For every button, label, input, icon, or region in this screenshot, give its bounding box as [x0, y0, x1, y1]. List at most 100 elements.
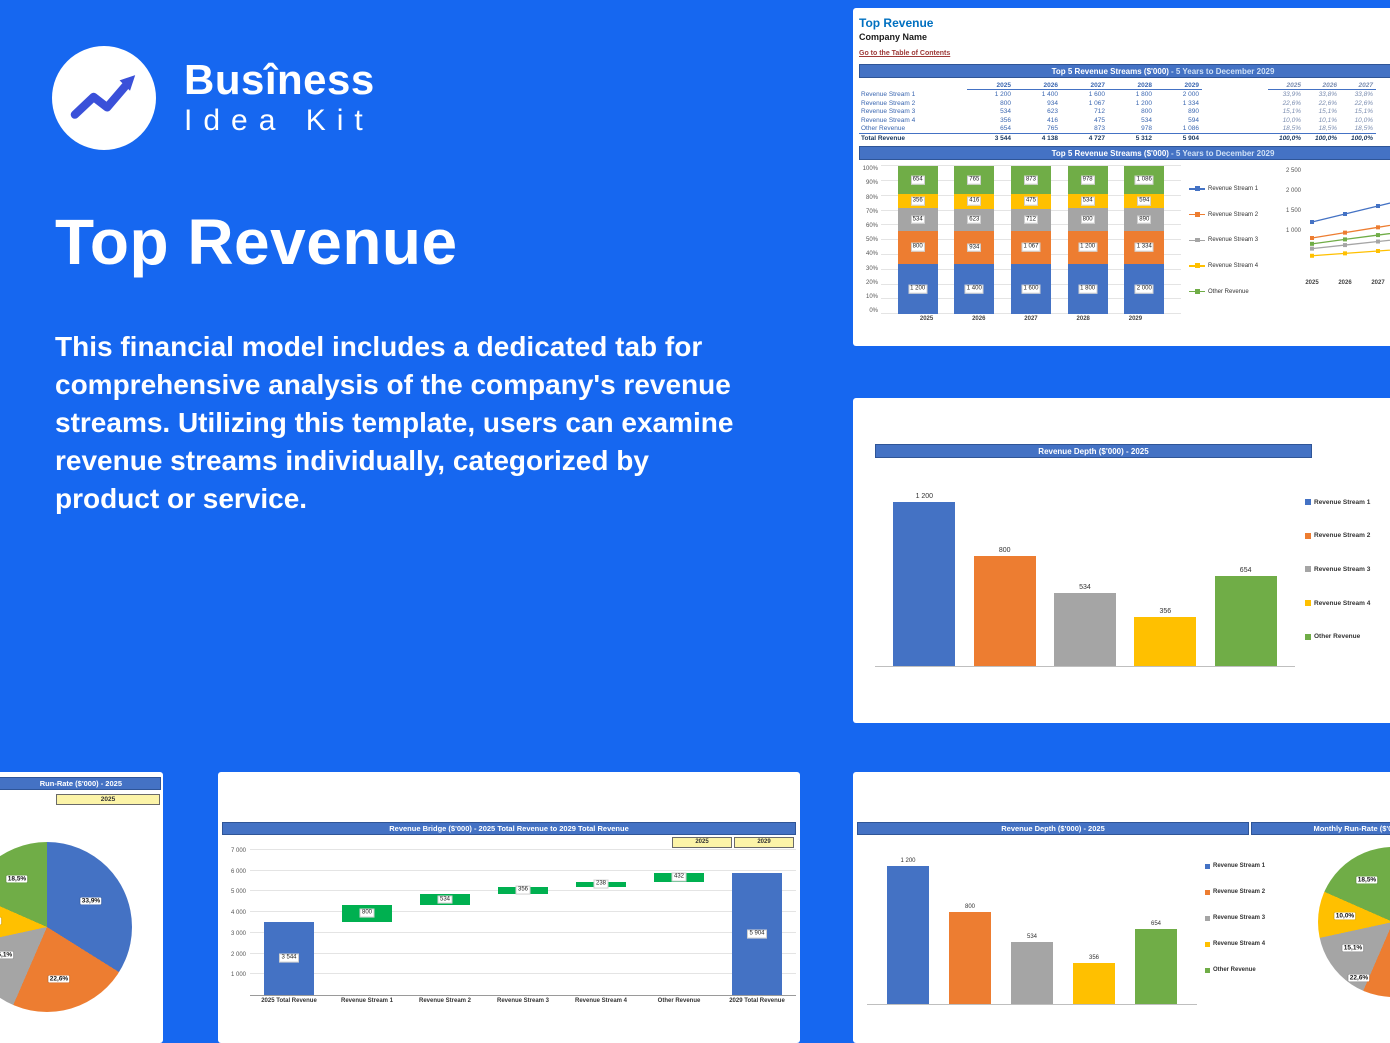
brand-name-line1: Busîness [184, 55, 375, 103]
bar-segment: 416 [954, 193, 995, 209]
legend-item: Revenue Stream 2 [1189, 212, 1276, 218]
table-header-bar: Top 5 Revenue Streams ($'000) - 5 Years … [859, 64, 1390, 78]
year-button-2025[interactable]: 2025 [672, 837, 732, 848]
spacer [1202, 132, 1268, 142]
bar [1073, 962, 1115, 1004]
segment-value-label: 978 [1080, 175, 1095, 185]
pct-cell: 22,6% [1282, 99, 1301, 107]
gridline [250, 952, 796, 954]
segment-value-label: 712 [1023, 215, 1038, 224]
waterfall-column: 534 [406, 851, 484, 995]
bar-value-label: 534 [437, 895, 453, 904]
spacer [1202, 107, 1268, 115]
legend-label: Revenue Stream 2 [1314, 532, 1371, 540]
pie-slice-label: 15,1% [0, 951, 14, 959]
legend-label: Revenue Stream 2 [1213, 889, 1266, 895]
spacer [1202, 90, 1268, 98]
depth2-header-bar: Revenue Depth ($'000) - 2025 [857, 822, 1249, 835]
waterfall-bar: 432 [654, 872, 704, 882]
stacked-bar: 1 800 1 200 800 534 978 [1067, 166, 1108, 315]
pct-cell: 10,0% [1282, 116, 1301, 124]
legend-item: Revenue Stream 3 [1205, 915, 1295, 921]
bar-column: 800 [973, 547, 1036, 666]
segment-value-label: 1 086 [1134, 175, 1154, 185]
bar-value-label: 432 [671, 872, 687, 882]
line-marker-icon [1189, 289, 1205, 293]
line-marker-icon [1189, 238, 1205, 242]
table-cell: 356 [1000, 116, 1011, 124]
revenue-bridge-panel: Revenue Bridge ($'000) - 2025 Total Reve… [218, 772, 800, 1043]
table-cell: 1 334 [1182, 99, 1199, 107]
total-pct-cell: 100,0% [1340, 132, 1376, 142]
monthly-runrate-header-bar: Monthly Run-Rate ($'000) - 2025 [1251, 822, 1390, 835]
sheet-title: Top Revenue [859, 16, 934, 30]
y-tick: 20% [865, 279, 878, 286]
legend-label: Revenue Stream 1 [1213, 863, 1266, 869]
bar-segment: 534 [897, 208, 938, 231]
pct-cell: 22,6% [1318, 99, 1337, 107]
square-marker-icon [1305, 566, 1311, 573]
bar-segment: 712 [1010, 208, 1051, 231]
gridline [250, 931, 796, 933]
legend-item: Other Revenue [1189, 289, 1276, 295]
total-cell: 5 312 [1108, 132, 1155, 142]
bar-value-label: 534 [1079, 583, 1091, 591]
segment-value-label: 1 067 [1021, 243, 1041, 252]
year-button-2029[interactable]: 2029 [734, 837, 794, 848]
year-selector-tab[interactable]: 2025 [56, 794, 160, 805]
legend-item: Revenue Stream 4 [1305, 600, 1390, 607]
svg-text:2027: 2027 [1371, 280, 1385, 286]
bar-segment: 594 [1124, 193, 1165, 209]
x-tick: Other Revenue [657, 998, 701, 1004]
waterfall-bar: 800 [342, 905, 392, 922]
segment-value-label: 1 200 [1078, 243, 1098, 252]
bar-column: 1 200 [887, 858, 929, 1004]
segment-value-label: 356 [910, 196, 925, 206]
table-cell: 890 [1188, 108, 1199, 116]
bridge-y-axis: 7 000 6 000 5 000 4 000 3 000 2 000 1 000 [222, 848, 250, 996]
segment-value-label: 1 334 [1134, 243, 1154, 252]
table-cell: 978 [1141, 125, 1152, 133]
bar-segment: 654 [897, 166, 938, 194]
bar-column: 356 [1134, 608, 1197, 666]
segment-value-label: 890 [1137, 215, 1152, 224]
bar-segment: 800 [897, 230, 938, 265]
stacked-bar: 1 200 800 534 356 654 [897, 166, 938, 315]
table-cell: 873 [1094, 125, 1105, 133]
y-tick: 1 000 [1286, 228, 1302, 235]
brand: Busîness Idea Kit [52, 46, 375, 150]
chart-title-suffix: - 5 Years to December 2029 [1170, 148, 1275, 158]
y-tick: 100% [862, 166, 878, 173]
bar-segment: 890 [1124, 208, 1165, 231]
legend-label: Other Revenue [1213, 967, 1256, 973]
x-tick: 2025 [919, 316, 934, 323]
stacked-chart-legend: Revenue Stream 1 Revenue Stream 2 Revenue … [1181, 166, 1276, 314]
table-cell: 712 [1094, 108, 1105, 116]
bar-value-label: 3 544 [278, 953, 299, 963]
gridline [881, 165, 1181, 167]
x-tick: Revenue Stream 1 [340, 998, 394, 1004]
bar-value-label: 356 [1159, 608, 1172, 616]
table-cell: 534 [1141, 116, 1152, 124]
segment-value-label: 475 [1023, 196, 1038, 206]
bar-segment: 475 [1010, 193, 1051, 209]
table-of-contents-link[interactable]: Go to the Table of Contents [859, 50, 951, 57]
pct-cell: 10,1% [1318, 116, 1337, 124]
legend-item: Revenue Stream 1 [1189, 186, 1276, 192]
bar-value-label: 800 [359, 908, 375, 918]
table-cell: 1 400 [1041, 91, 1058, 99]
square-marker-icon [1305, 499, 1311, 506]
segment-value-label: 800 [910, 243, 925, 252]
x-tick: Revenue Stream 2 [418, 998, 472, 1004]
y-tick: 6 000 [230, 868, 246, 875]
bar [893, 501, 956, 666]
bar-value-label: 654 [1239, 567, 1252, 575]
waterfall-bar: 5 904 [732, 872, 782, 995]
combo-row: 1 200 800 534 356 654 Revenue Stream 1 Revenu… [853, 843, 1390, 1038]
bars-area: 3 544 800 534 356 238 432 5 904 [250, 851, 796, 995]
y-tick: 3 000 [230, 930, 246, 937]
square-marker-icon [1205, 915, 1210, 921]
table-title: Top 5 Revenue Streams ($'000) [1051, 66, 1169, 76]
waterfall-bar: 534 [420, 893, 470, 906]
legend-label: Revenue Stream 4 [1314, 599, 1371, 607]
